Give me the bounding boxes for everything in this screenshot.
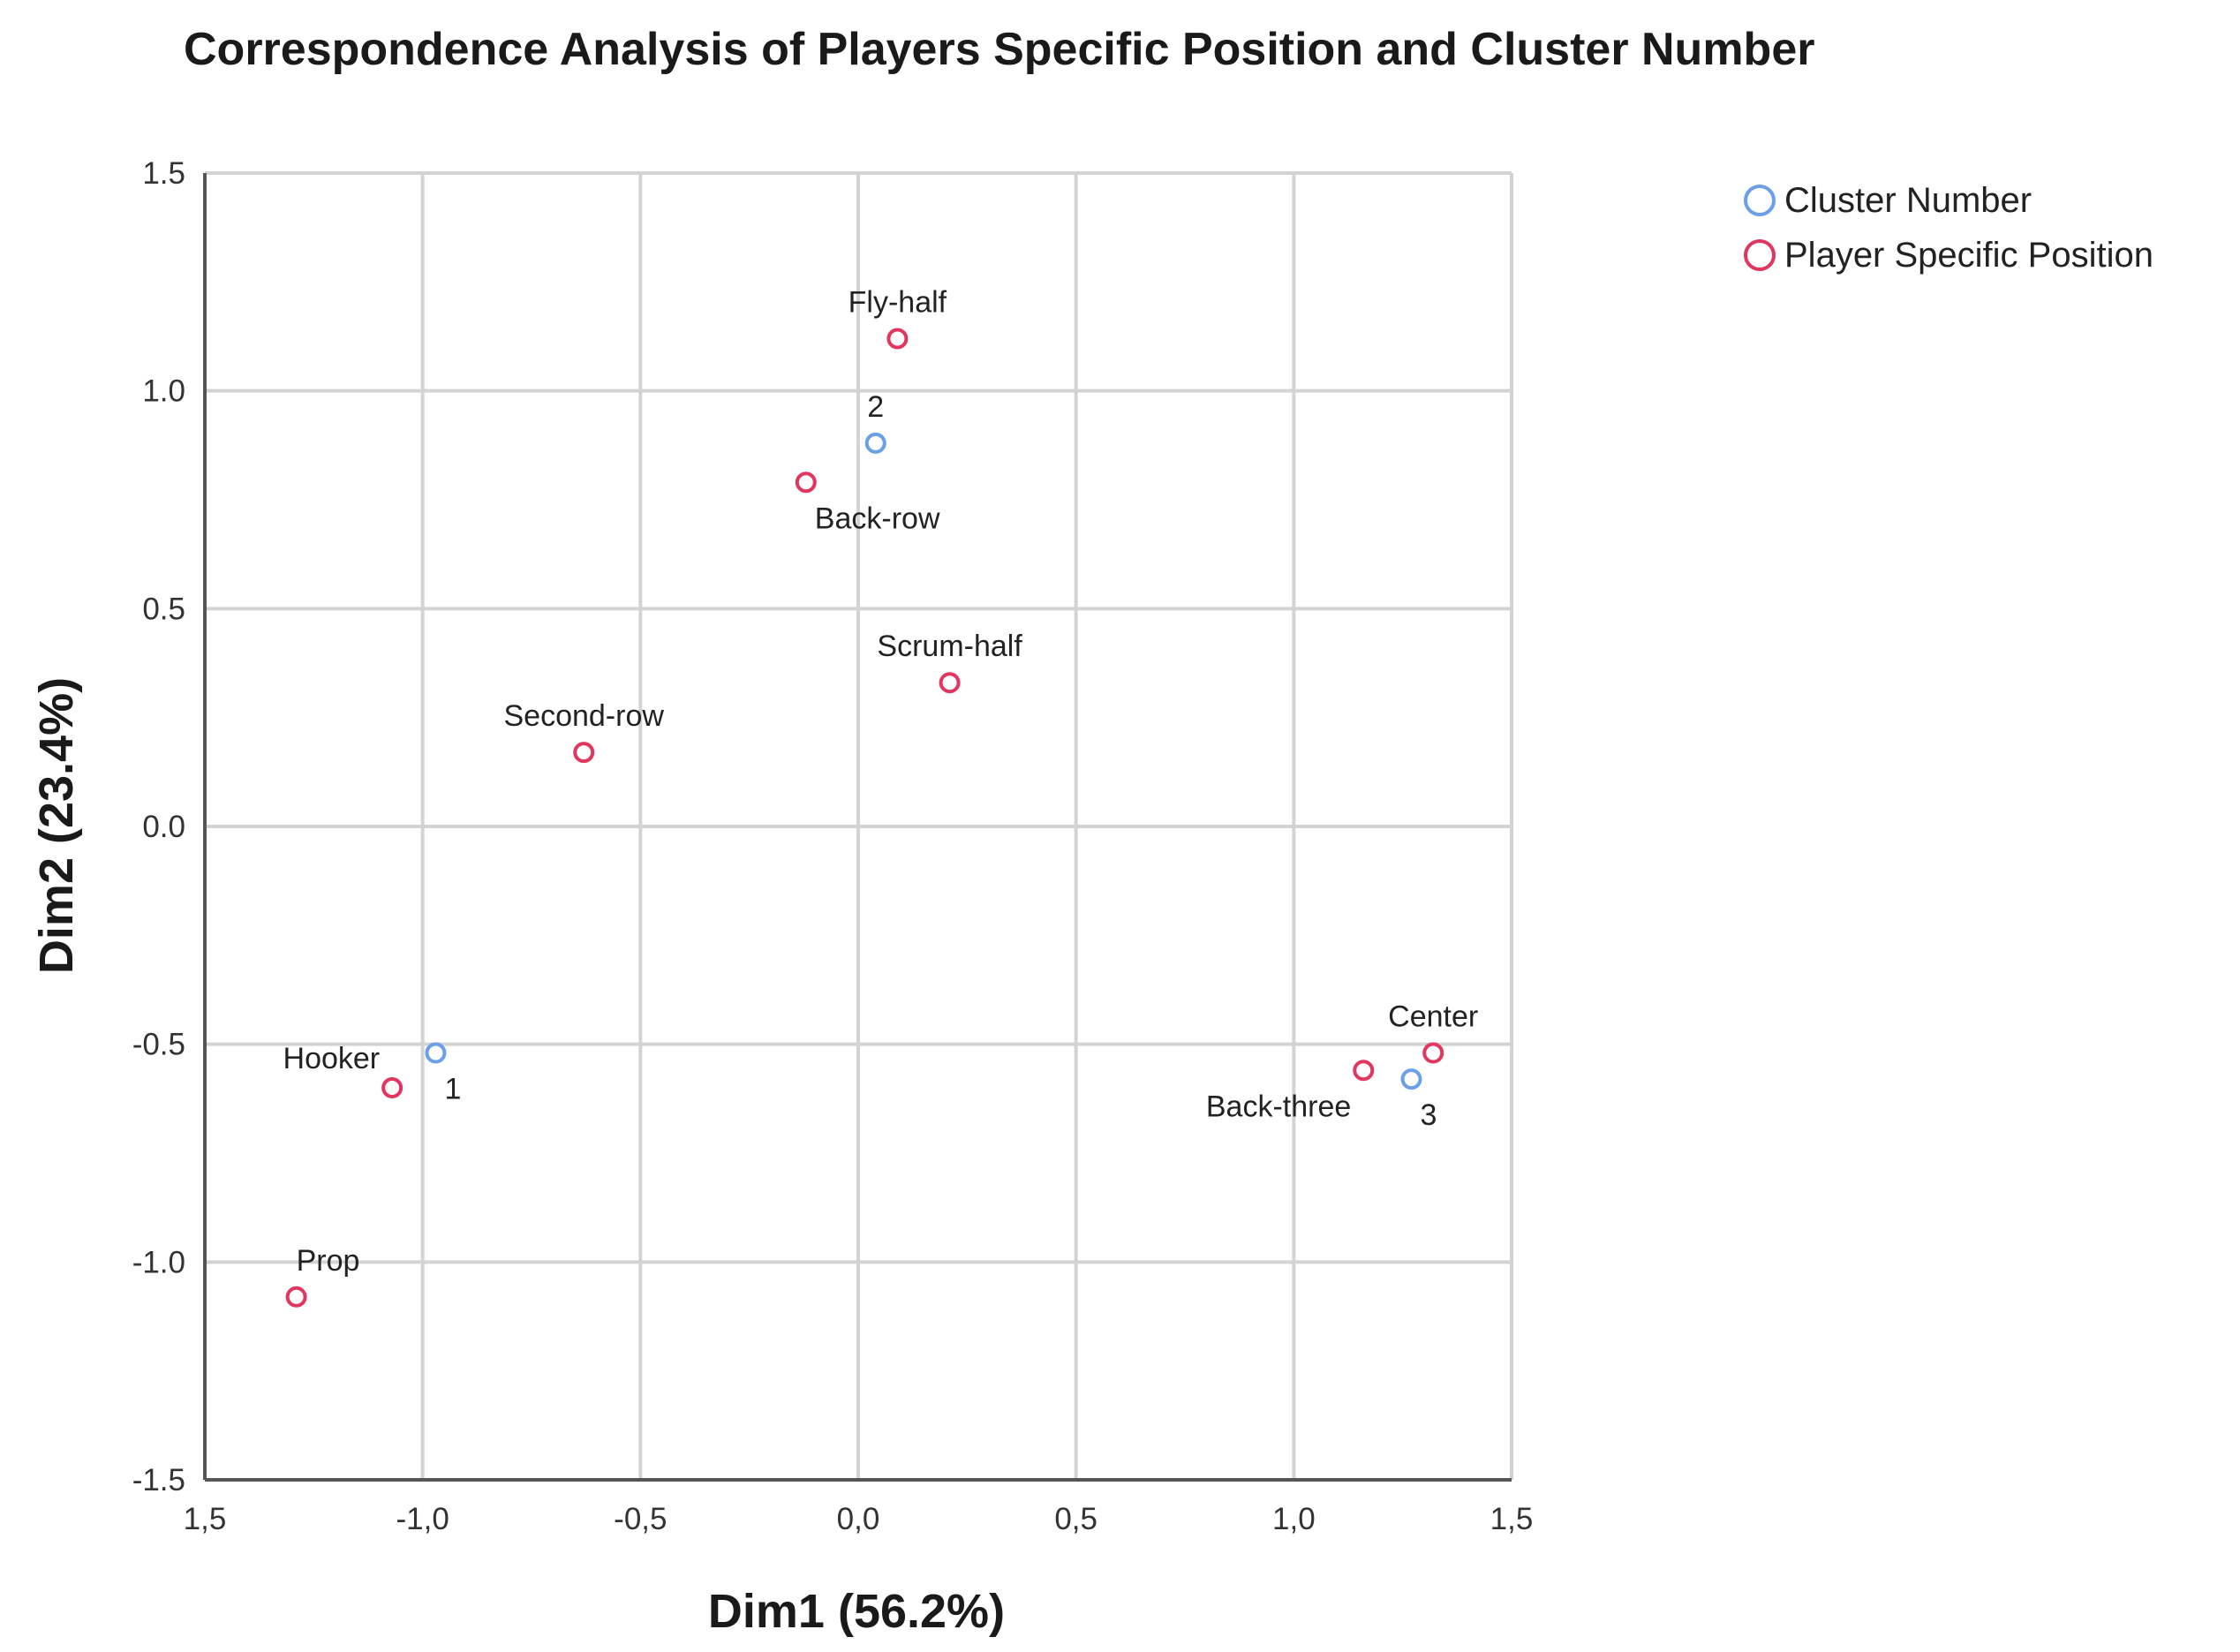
point-player-specific-position	[939, 672, 961, 694]
point-label: Second-row	[503, 699, 664, 733]
x-tick-label: 1,5	[184, 1502, 227, 1536]
legend-label-cluster-number: Cluster Number	[1784, 180, 2033, 220]
chart-title: Correspondence Analysis of Players Speci…	[184, 24, 1815, 75]
point-label: Scrum-half	[877, 630, 1022, 663]
point-cluster-number	[864, 432, 886, 454]
legend-marker-cluster-number	[1744, 185, 1776, 216]
point-label: Center	[1388, 1000, 1478, 1034]
point-player-specific-position	[1353, 1060, 1375, 1082]
point-label: 3	[1421, 1098, 1437, 1132]
y-tick-label: 1.0	[142, 374, 185, 409]
y-tick-label: -0.5	[132, 1028, 185, 1062]
point-label: Fly-half	[848, 285, 947, 319]
legend: Cluster Number Player Specific Position	[1744, 173, 2153, 283]
y-tick-label: -1.0	[132, 1245, 185, 1279]
point-label: Hooker	[283, 1042, 381, 1075]
x-axis-label: Dim1 (56.2%)	[708, 1585, 1005, 1638]
point-cluster-number	[1400, 1068, 1422, 1090]
point-player-specific-position	[573, 742, 595, 764]
data-points	[285, 328, 1444, 1308]
legend-marker-player-specific-position	[1744, 239, 1776, 271]
legend-item-player-specific-position: Player Specific Position	[1744, 228, 2153, 283]
point-label: Back-three	[1206, 1090, 1351, 1123]
y-tick-label: 0.5	[142, 592, 185, 626]
legend-item-cluster-number: Cluster Number	[1744, 173, 2153, 228]
point-label: 1	[444, 1073, 461, 1106]
point-label: Back-row	[815, 502, 940, 535]
y-tick-label: -1.5	[132, 1463, 185, 1497]
y-tick-label: 0.0	[142, 810, 185, 844]
x-tick-label: 1,5	[1490, 1502, 1534, 1536]
legend-label-player-specific-position: Player Specific Position	[1784, 235, 2153, 275]
y-tick-label: 1.5	[142, 156, 185, 191]
x-tick-label: 0,0	[837, 1502, 880, 1536]
axes	[203, 173, 1512, 1482]
grid	[205, 171, 1513, 1480]
point-labels: 1 2 3 Fly-half Back-row Scrum-half Second-row H…	[283, 285, 1479, 1277]
point-cluster-number	[425, 1042, 447, 1064]
x-tick-label: 1,0	[1272, 1502, 1316, 1536]
point-label: Prop	[297, 1244, 360, 1278]
point-player-specific-position	[1422, 1042, 1444, 1064]
point-player-specific-position	[285, 1286, 307, 1308]
point-player-specific-position	[381, 1077, 404, 1098]
point-player-specific-position	[795, 471, 817, 494]
x-tick-label: -0,5	[614, 1502, 667, 1536]
tick-labels: 1,5 -1,0 -0,5 0,0 0,5 1,0 1,5 -1.5 -1.0 -0.5 0.0 0.…	[132, 156, 1534, 1536]
point-label: 2	[867, 390, 884, 424]
point-player-specific-position	[886, 328, 909, 350]
x-tick-label: -1,0	[396, 1502, 449, 1536]
x-tick-label: 0,5	[1054, 1502, 1097, 1536]
y-axis-label: Dim2 (23.4%)	[30, 677, 83, 974]
